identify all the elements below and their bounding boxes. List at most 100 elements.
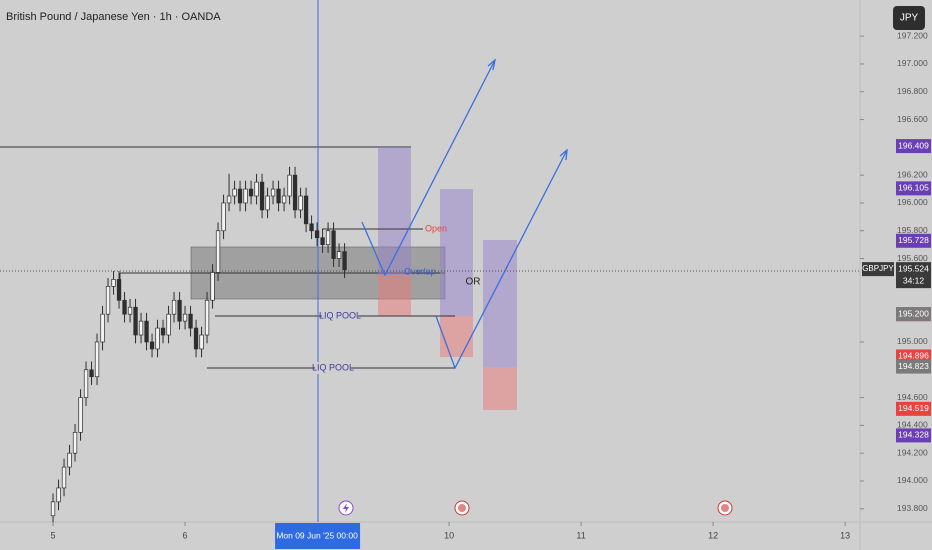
price-label: 196.409 <box>898 140 929 150</box>
last-price-label: 195.524 <box>898 263 929 273</box>
price-label-bg <box>896 359 931 374</box>
candle-body <box>133 306 138 336</box>
candle-body <box>171 299 177 315</box>
x-tick-label: 11 <box>576 530 585 540</box>
candle-body <box>116 279 122 301</box>
y-tick-label: 195.800 <box>897 225 928 235</box>
candle-body <box>215 230 221 273</box>
candle-body <box>331 230 336 259</box>
annotations: Open Overlap LIQ POOL LIQ POOL OR <box>312 223 481 374</box>
y-tick-label: 196.600 <box>897 114 928 124</box>
event-icons <box>338 500 733 516</box>
candle-body <box>292 174 298 211</box>
price-label: 195.728 <box>898 235 929 245</box>
countdown: 34:12 <box>903 275 925 285</box>
currency-button-label[interactable]: JPY <box>900 13 919 24</box>
price-label-bg <box>896 428 931 443</box>
y-tick-label: 196.200 <box>897 169 928 179</box>
projection-arrow <box>361 59 496 277</box>
price-label: 195.200 <box>898 308 929 318</box>
price-label-bg <box>896 181 931 196</box>
candle-body <box>210 272 215 301</box>
price-label: 194.896 <box>898 351 929 361</box>
candle-body <box>177 299 182 322</box>
price-label: 194.328 <box>898 430 929 440</box>
chart-title: British Pound / Japanese Yen · 1h · OAND… <box>6 11 221 23</box>
y-tick-label: 196.000 <box>897 197 928 207</box>
candles <box>50 166 347 525</box>
stop-box <box>483 367 517 410</box>
candle-body <box>259 181 265 211</box>
y-tick-label: 197.000 <box>897 58 928 68</box>
price-label: 194.519 <box>898 403 929 413</box>
currency-button[interactable] <box>893 6 925 30</box>
candle-body <box>105 286 111 315</box>
event-icon-glyph <box>458 504 466 512</box>
candle-body <box>243 188 248 204</box>
candle-body <box>237 188 243 204</box>
annotation: OR <box>466 277 481 288</box>
candle-body <box>89 369 94 378</box>
event-icon-glyph <box>721 504 729 512</box>
candle-body <box>325 230 331 246</box>
candle-body <box>254 181 259 197</box>
arrow-head <box>559 148 568 161</box>
candle-body <box>309 223 314 232</box>
label-bg <box>322 310 358 322</box>
price-label-bg <box>896 139 931 154</box>
crosshair-label-bg <box>275 523 361 549</box>
label-bg <box>315 362 351 374</box>
candle-body <box>232 188 237 197</box>
last-price-bg <box>896 262 931 289</box>
x-tick-label: 6 <box>183 530 188 540</box>
candle-body <box>122 299 127 315</box>
candle-body <box>182 313 188 322</box>
y-tick-label: 194.400 <box>897 420 928 430</box>
candle-body <box>270 188 276 197</box>
candle-body <box>281 195 287 204</box>
projection-arrow <box>435 149 568 370</box>
candle-body <box>83 369 89 398</box>
candle-body <box>160 327 166 336</box>
candle-body <box>100 313 105 343</box>
drawings <box>0 0 860 522</box>
candle-body <box>265 195 270 211</box>
candle-body <box>276 188 281 204</box>
candle-body <box>78 397 83 433</box>
candle-body <box>149 341 155 350</box>
candle-body <box>56 487 61 503</box>
event-icon-glyph <box>343 503 349 513</box>
price-label-bg <box>896 233 931 248</box>
target-box <box>378 147 411 275</box>
arrow-head <box>487 58 497 71</box>
x-tick-label: 13 <box>840 530 850 540</box>
candle-body <box>314 230 320 239</box>
candle-body <box>248 188 254 197</box>
x-tick-label: 10 <box>444 530 454 540</box>
candle-body <box>50 501 56 517</box>
price-label-bg <box>896 401 931 416</box>
candle-body <box>67 452 72 468</box>
symbol-tag-bg <box>862 262 894 277</box>
candle-body <box>188 313 193 329</box>
y-tick-label: 194.000 <box>897 475 928 485</box>
y-tick-label: 194.200 <box>897 447 928 457</box>
candle-body <box>166 313 171 336</box>
price-label-bg <box>896 307 931 322</box>
candle-body <box>320 237 325 246</box>
candle-body <box>298 195 303 211</box>
crosshair-label: Mon 09 Jun '25 00:00 <box>276 530 358 540</box>
y-tick-label: 195.600 <box>897 253 928 263</box>
candle-body <box>303 195 309 225</box>
candle-body <box>94 341 100 378</box>
candle-body <box>61 466 67 489</box>
price-label: 196.105 <box>898 183 929 193</box>
candle-body <box>226 195 232 204</box>
candle-body <box>204 299 210 336</box>
candle-body <box>336 251 342 259</box>
y-tick-label: 193.800 <box>897 503 928 513</box>
target-box <box>440 189 473 316</box>
x-tick-label: 12 <box>708 530 718 540</box>
symbol-tag: GBPJPY <box>862 264 894 273</box>
